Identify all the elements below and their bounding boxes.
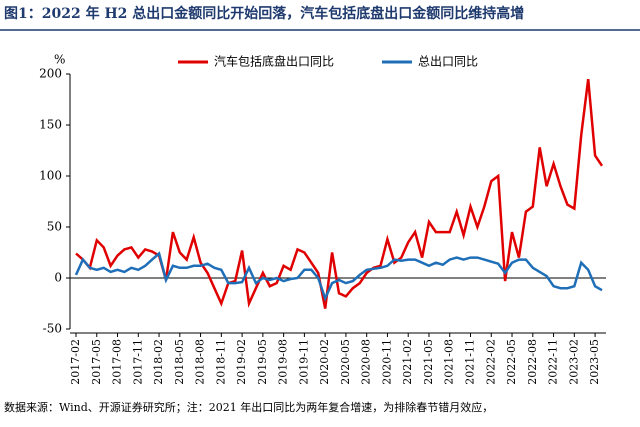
x-tick-label: 2017-02 [69, 339, 82, 385]
x-tick-label: 2020-08 [360, 339, 373, 385]
x-tick-label: 2019-08 [277, 339, 290, 385]
legend-label: 汽车包括底盘出口同比 [214, 54, 334, 69]
x-tick-label: 2022-05 [505, 339, 518, 385]
x-tick-label: 2018-05 [173, 339, 186, 385]
x-tick-label: 2022-11 [547, 339, 560, 385]
y-unit: % [54, 53, 65, 67]
y-tick-label: -50 [43, 322, 62, 336]
x-tick-label: 2019-05 [256, 339, 269, 385]
x-tick-label: 2023-02 [567, 339, 580, 385]
x-tick-label: 2023-05 [588, 339, 601, 385]
x-tick-label: 2021-11 [464, 339, 477, 385]
footnote: 数据来源：Wind、开源证券研究所；注：2021 年出口同比为两年复合增速，为排… [4, 400, 493, 414]
x-tick-label: 2020-05 [339, 339, 352, 385]
x-tick-label: 2022-08 [526, 339, 539, 385]
x-tick-label: 2018-11 [214, 339, 227, 385]
x-tick-label: 2017-08 [111, 339, 124, 385]
x-tick-label: 2019-11 [297, 339, 310, 385]
series-line [74, 251, 603, 302]
y-tick-label: 200 [39, 67, 62, 81]
series-line [75, 78, 604, 309]
x-tick-label: 2018-08 [194, 339, 207, 385]
x-tick-label: 2020-02 [318, 339, 331, 385]
legend-label: 总出口同比 [418, 55, 478, 69]
y-tick-label: 150 [39, 118, 62, 132]
x-tick-label: 2020-11 [380, 339, 393, 385]
x-tick-label: 2022-02 [484, 339, 497, 385]
x-tick-label: 2017-05 [90, 339, 103, 385]
x-tick-label: 2021-05 [422, 339, 435, 385]
y-tick-label: 50 [47, 220, 62, 234]
x-tick-label: 2021-08 [443, 339, 456, 385]
x-tick-label: 2019-02 [235, 339, 248, 385]
chart-title: 图1：2022 年 H2 总出口金额同比开始回落，汽车包括底盘出口金额同比维持高… [4, 5, 524, 22]
y-tick-label: 100 [39, 169, 62, 183]
x-tick-label: 2021-02 [401, 339, 414, 385]
y-tick-label: 0 [54, 271, 62, 285]
x-tick-label: 2017-11 [131, 339, 144, 385]
x-tick-label: 2018-02 [152, 339, 165, 385]
